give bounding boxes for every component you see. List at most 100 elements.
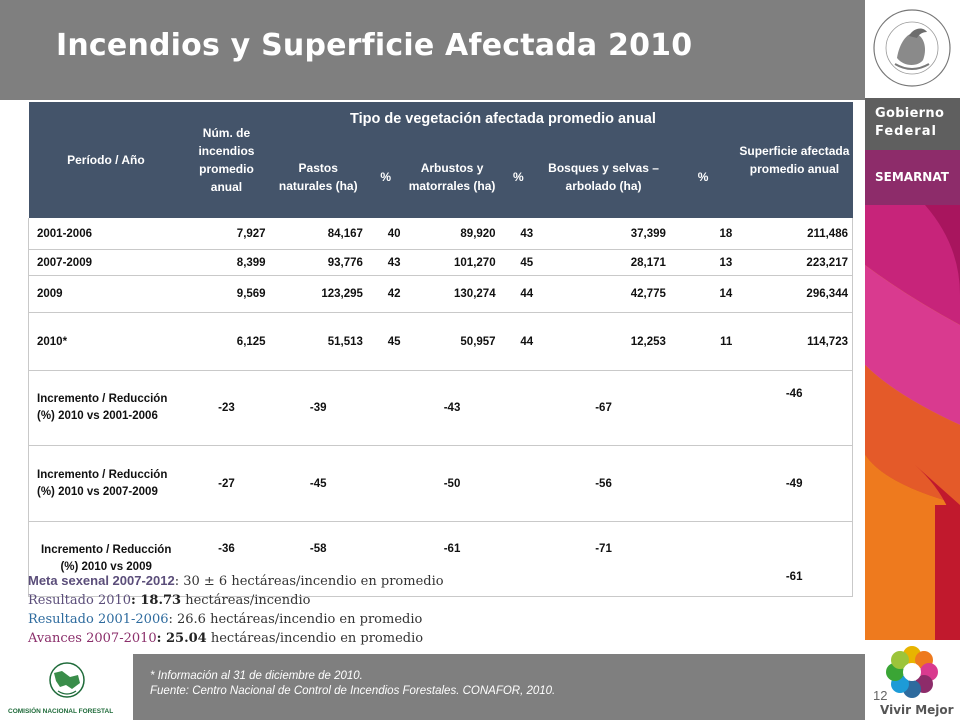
header-pastos-pct: % — [366, 136, 405, 218]
cell-bosques-pct: 13 — [669, 249, 737, 276]
note-meta: Meta sexenal 2007-2012: 30 ± 6 hectáreas… — [28, 571, 444, 591]
cell-superficie: 296,344 — [736, 275, 854, 313]
cell-pastos-pct: 43 — [366, 249, 405, 276]
footer-line-2: Fuente: Centro Nacional de Control de In… — [150, 685, 556, 697]
table-row: 2010* 6,125 51,513 45 50,957 44 12,253 1… — [28, 312, 854, 371]
cell-periodo: 2007-2009 — [28, 249, 184, 276]
change-superficie: -61 — [736, 521, 854, 597]
cell-pastos-pct: 45 — [366, 312, 405, 371]
note-resultado-2001: Resultado 2001-2006: 26.6 hectáreas/ince… — [28, 610, 444, 629]
table-row: 2007-2009 8,399 93,776 43 101,270 45 28,… — [28, 249, 854, 276]
cell-pastos: 123,295 — [269, 275, 367, 313]
header-bosques-pct: % — [669, 136, 737, 218]
slide-title: Incendios y Superficie Afectada 2010 — [56, 28, 693, 63]
change-arbustos: -43 — [404, 370, 500, 446]
mexico-seal-icon — [873, 9, 951, 87]
change-bosques: -56 — [537, 445, 670, 522]
cell-superficie: 211,486 — [736, 218, 854, 250]
note-meta-label: Meta sexenal 2007-2012 — [28, 573, 175, 588]
note-avances-value: : 25.04 — [156, 631, 207, 646]
header-tipo-vegetacion: Tipo de vegetación afectada promedio anu… — [269, 102, 737, 136]
cell-arbustos: 50,957 — [404, 312, 500, 371]
note-avances: Avances 2007-2010: 25.04 hectáreas/incen… — [28, 629, 444, 648]
cell-arbustos-pct: 44 — [499, 275, 538, 313]
cell-pastos: 93,776 — [269, 249, 367, 276]
change-pastos: -45 — [269, 445, 367, 522]
cell-bosques: 12,253 — [537, 312, 670, 371]
conafor-map-icon — [49, 662, 85, 698]
change-bosques: -67 — [537, 370, 670, 446]
cell-arbustos-pct: 45 — [499, 249, 538, 276]
cell-bosques: 28,171 — [537, 249, 670, 276]
empty-cell — [669, 445, 737, 522]
note-avances-unit: hectáreas/incendio en promedio — [206, 631, 424, 646]
empty-cell — [366, 370, 405, 446]
cell-arbustos: 89,920 — [404, 218, 500, 250]
change-num: -27 — [183, 445, 270, 522]
header-superficie: Superficie afectada promedio anual — [736, 102, 853, 218]
cell-pastos-pct: 42 — [366, 275, 405, 313]
change-superficie: -49 — [736, 445, 854, 522]
table-row: 2001-2006 7,927 84,167 40 89,920 43 37,3… — [28, 218, 854, 250]
empty-cell — [499, 445, 538, 522]
federal-label: Federal — [875, 124, 937, 139]
note-res2010-value: : 18.73 — [131, 593, 182, 608]
change-pastos: -58 — [269, 521, 367, 597]
header-bar — [0, 0, 865, 100]
cell-bosques: 42,775 — [537, 275, 670, 313]
cell-periodo: 2001-2006 — [28, 218, 184, 250]
cell-pastos-pct: 40 — [366, 218, 405, 250]
gobierno-label: Gobierno — [875, 106, 945, 121]
summary-notes: Meta sexenal 2007-2012: 30 ± 6 hectáreas… — [28, 571, 444, 648]
semarnat-logo: SEMARNAT — [865, 150, 960, 205]
header-num-incendios: Núm. de incendios promedio anual — [183, 102, 270, 218]
header-periodo: Período / Año — [28, 102, 184, 218]
change-num: -23 — [183, 370, 270, 446]
cell-arbustos: 101,270 — [404, 249, 500, 276]
conafor-logo — [0, 654, 133, 720]
cell-num: 9,569 — [183, 275, 270, 313]
table-row: 2009 9,569 123,295 42 130,274 44 42,775 … — [28, 275, 854, 313]
fires-table: Período / Año Núm. de incendios promedio… — [28, 102, 854, 597]
cell-superficie: 114,723 — [736, 312, 854, 371]
cell-arbustos: 130,274 — [404, 275, 500, 313]
gobierno-federal-logo: Gobierno Federal — [865, 98, 960, 150]
change-arbustos: -50 — [404, 445, 500, 522]
empty-cell — [366, 521, 405, 597]
empty-cell — [669, 370, 737, 446]
note-res2010-label: Resultado 2010 — [28, 593, 132, 608]
cell-num: 8,399 — [183, 249, 270, 276]
page-number: 12 — [873, 688, 888, 703]
change-bosques: -71 — [537, 521, 670, 597]
cell-bosques-pct: 11 — [669, 312, 737, 371]
cell-arbustos-pct: 43 — [499, 218, 538, 250]
header-arbustos-pct: % — [499, 136, 538, 218]
footer-line-1: * Información al 31 de diciembre de 2010… — [150, 670, 363, 682]
footer-notes: * Información al 31 de diciembre de 2010… — [150, 669, 555, 699]
cell-periodo: 2010* — [28, 312, 184, 371]
cell-bosques: 37,399 — [537, 218, 670, 250]
empty-cell — [366, 445, 405, 522]
cell-periodo: 2009 — [28, 275, 184, 313]
footer-bar — [133, 654, 865, 720]
cell-bosques-pct: 18 — [669, 218, 737, 250]
cell-pastos: 84,167 — [269, 218, 367, 250]
note-meta-value: : 30 ± 6 hectáreas/incendio en promedio — [174, 574, 444, 589]
vivir-mejor-logo — [865, 640, 960, 720]
header-arbustos: Arbustos y matorrales (ha) — [404, 136, 500, 218]
empty-cell — [669, 521, 737, 597]
decorative-petals — [865, 205, 960, 640]
change-label: Incremento / Reducción (%) 2010 vs 2001-… — [28, 370, 184, 446]
vivir-mejor-label: Vivir Mejor — [880, 703, 954, 717]
change-pastos: -39 — [269, 370, 367, 446]
cell-arbustos-pct: 44 — [499, 312, 538, 371]
conafor-label: COMISIÓN NACIONAL FORESTAL — [8, 708, 114, 715]
header-bosques: Bosques y selvas –arbolado (ha) — [537, 136, 670, 218]
cell-num: 7,927 — [183, 218, 270, 250]
change-row: Incremento / Reducción (%) 2010 vs 2007-… — [28, 445, 854, 522]
note-res2010-unit: hectáreas/incendio — [181, 593, 311, 608]
cell-superficie: 223,217 — [736, 249, 854, 276]
empty-cell — [499, 370, 538, 446]
note-resultado-2010: Resultado 2010: 18.73 hectáreas/incendio — [28, 591, 444, 610]
change-label: Incremento / Reducción (%) 2010 vs 2007-… — [28, 445, 184, 522]
